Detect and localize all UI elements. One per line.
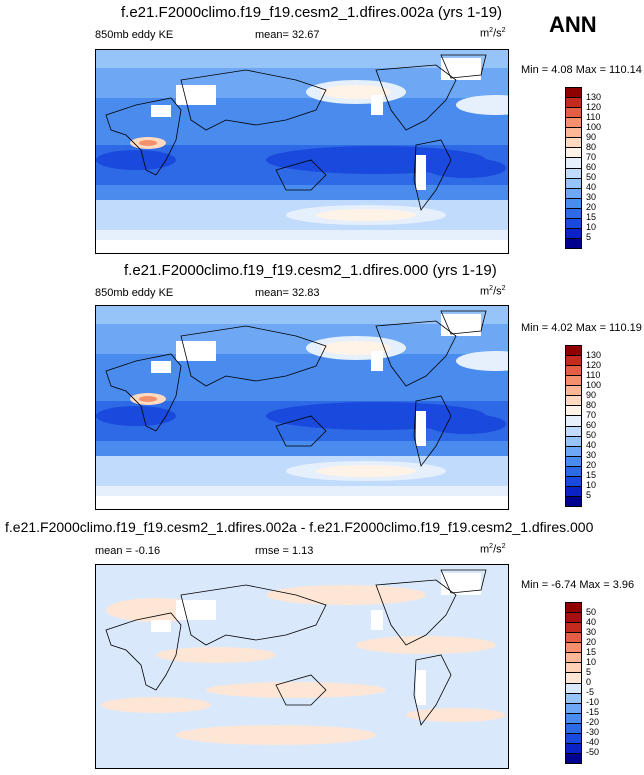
panel3-tick: -30 bbox=[586, 727, 600, 737]
panel1-map bbox=[95, 49, 509, 254]
panel2-map bbox=[95, 305, 509, 510]
panel3-tick: 50 bbox=[586, 607, 597, 617]
panel3-map bbox=[95, 564, 509, 769]
panel1-tick: 70 bbox=[586, 152, 597, 162]
panel2-units: m2/s2 bbox=[480, 285, 506, 298]
panel3-tick: -15 bbox=[586, 707, 600, 717]
panel2-tick: 30 bbox=[586, 450, 597, 460]
panel3-tick: 10 bbox=[586, 657, 597, 667]
panel3-title: f.e21.F2000climo.f19_f19.cesm2_1.dfires.… bbox=[5, 519, 594, 535]
panel1-tick: 120 bbox=[586, 102, 602, 112]
panel1-tick: 15 bbox=[586, 212, 597, 222]
panel2-tick: 120 bbox=[586, 360, 602, 370]
panel1-title: f.e21.F2000climo.f19_f19.cesm2_1.dfires.… bbox=[121, 4, 503, 21]
panel1-tick: 100 bbox=[586, 122, 602, 132]
panel3-minmax: Min = -6.74 Max = 3.96 bbox=[521, 579, 635, 591]
panel2-mean-label: mean= 32.83 bbox=[255, 287, 320, 299]
panel2-field bbox=[96, 306, 508, 509]
panel3-tick: 40 bbox=[586, 617, 597, 627]
panel3-field bbox=[96, 565, 508, 768]
panel3-tick: -20 bbox=[586, 717, 600, 727]
panel2-minmax: Min = 4.02 Max = 110.19 bbox=[521, 322, 642, 334]
panel1-field bbox=[96, 50, 508, 253]
panel1-tick: 40 bbox=[586, 182, 597, 192]
panel1-tick: 20 bbox=[586, 202, 597, 212]
panel2-tick: 50 bbox=[586, 430, 597, 440]
panel1-variable-label: 850mb eddy KE bbox=[95, 29, 174, 41]
panel3-rmse-label: rmse = 1.13 bbox=[255, 545, 314, 557]
panel3-tick: 20 bbox=[586, 637, 597, 647]
panel2-tick: 10 bbox=[586, 480, 597, 490]
panel1-minmax: Min = 4.08 Max = 110.14 bbox=[521, 64, 642, 76]
panel2-tick: 70 bbox=[586, 410, 597, 420]
panel3-colorbar bbox=[565, 602, 582, 764]
panel1-tick: 130 bbox=[586, 92, 602, 102]
panel1-mean-label: mean= 32.67 bbox=[255, 29, 320, 41]
panel1-tick: 30 bbox=[586, 192, 597, 202]
panel3-tick: -50 bbox=[586, 747, 600, 757]
panel2-tick: 40 bbox=[586, 440, 597, 450]
panel3-mean-label: mean = -0.16 bbox=[95, 545, 161, 557]
panel3-tick: 15 bbox=[586, 647, 597, 657]
panel2-variable-label: 850mb eddy KE bbox=[95, 287, 174, 299]
panel2-title: f.e21.F2000climo.f19_f19.cesm2_1.dfires.… bbox=[124, 262, 497, 279]
panel3-tick: 5 bbox=[586, 667, 592, 677]
panel1-tick: 110 bbox=[586, 112, 601, 122]
panel1-tick: 5 bbox=[586, 232, 592, 242]
panel2-tick: 90 bbox=[586, 390, 597, 400]
season-label: ANN bbox=[549, 12, 597, 37]
panel1-tick: 90 bbox=[586, 132, 597, 142]
panel3-tick: -40 bbox=[586, 737, 600, 747]
panel2-tick: 15 bbox=[586, 470, 597, 480]
panel2-tick: 130 bbox=[586, 350, 602, 360]
panel2-tick: 60 bbox=[586, 420, 597, 430]
panel1-tick: 80 bbox=[586, 142, 597, 152]
panel3-tick: -5 bbox=[586, 687, 595, 697]
panel3-tick: 30 bbox=[586, 627, 597, 637]
panel1-colorbar bbox=[565, 87, 582, 249]
panel1-tick: 60 bbox=[586, 162, 597, 172]
panel2-tick: 5 bbox=[586, 490, 592, 500]
panel2-colorbar bbox=[565, 345, 582, 507]
panel2-tick: 100 bbox=[586, 380, 602, 390]
panel1-tick: 10 bbox=[586, 222, 597, 232]
panel3-tick: -10 bbox=[586, 697, 600, 707]
panel1-units: m2/s2 bbox=[480, 27, 506, 40]
panel2-tick: 20 bbox=[586, 460, 597, 470]
panel3-units: m2/s2 bbox=[480, 543, 506, 556]
panel2-tick: 110 bbox=[586, 370, 601, 380]
panel2-tick: 80 bbox=[586, 400, 597, 410]
panel3-tick: 0 bbox=[586, 677, 592, 687]
panel1-tick: 50 bbox=[586, 172, 597, 182]
